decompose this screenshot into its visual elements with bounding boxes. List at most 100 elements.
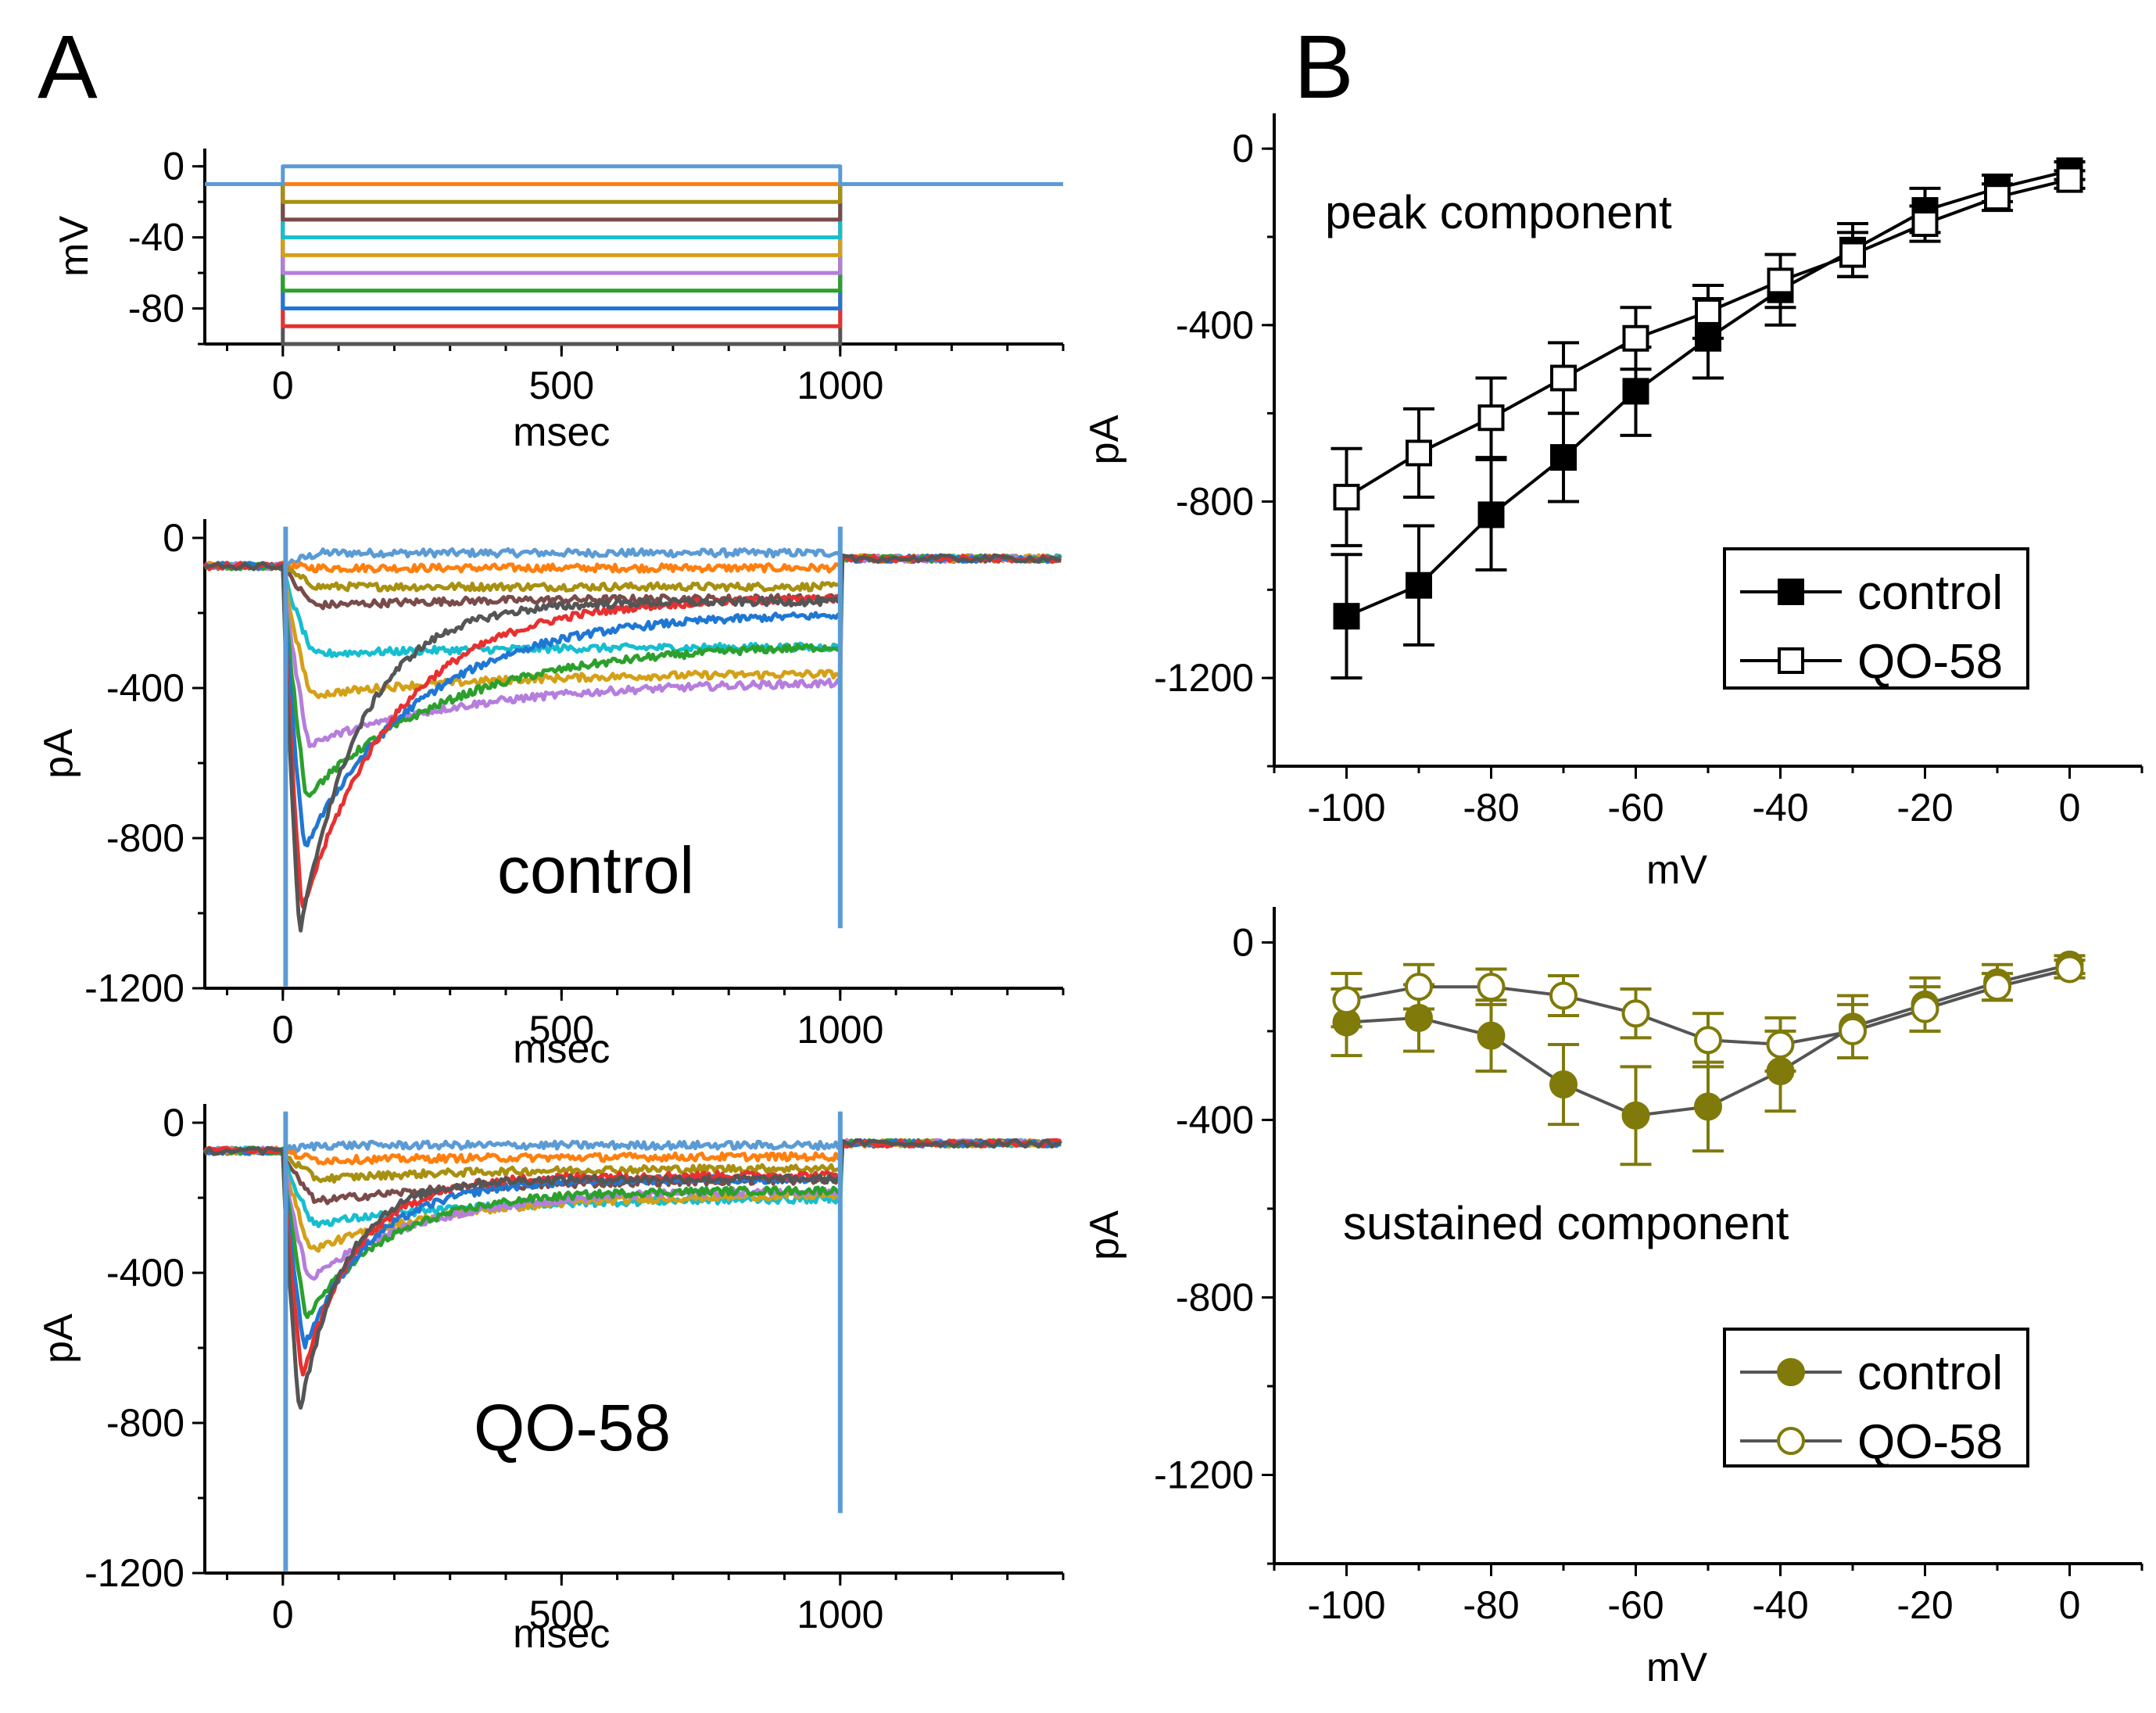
current-trace bbox=[203, 1138, 1062, 1156]
y-tick-label: -1200 bbox=[1154, 1453, 1254, 1496]
trace-condition-label: control bbox=[497, 833, 694, 907]
voltage-step-trace bbox=[205, 182, 1063, 275]
component-label: peak component bbox=[1325, 186, 1672, 238]
y-tick-label: -80 bbox=[128, 287, 184, 331]
sustained-component-iv-chart: -100 -80 -60 -40 -20 0 0 -400 -800 -1200 mV pA susta… bbox=[1082, 907, 2143, 1690]
x-axis-label: msec bbox=[513, 1027, 610, 1072]
data-point-qo58 bbox=[1695, 298, 1721, 325]
legend-marker bbox=[1777, 1358, 1805, 1386]
panel-label-a: A bbox=[38, 17, 98, 117]
current-trace bbox=[203, 553, 1062, 574]
current-trace bbox=[203, 553, 1062, 700]
data-point-qo58 bbox=[1477, 973, 1506, 1002]
data-point-qo58 bbox=[1333, 483, 1360, 511]
y-tick-label: -800 bbox=[1176, 1275, 1254, 1319]
current-trace bbox=[204, 1138, 1062, 1253]
x-tick-label: 500 bbox=[529, 1008, 594, 1052]
data-point-qo58 bbox=[1766, 1030, 1795, 1059]
x-tick-label: 0 bbox=[272, 1008, 294, 1052]
legend-box bbox=[1723, 547, 2029, 690]
y-tick-label: -800 bbox=[1176, 479, 1254, 523]
y-tick-label: -1200 bbox=[84, 1551, 184, 1595]
y-tick-label: -800 bbox=[106, 816, 184, 860]
y-axis-label: mV bbox=[52, 216, 97, 277]
voltage-protocol-chart: 0 500 1000 0 -40 -80 msec mV bbox=[52, 145, 1065, 455]
x-tick-label: 1000 bbox=[797, 1008, 883, 1052]
legend-marker bbox=[1777, 1427, 1805, 1455]
data-point-qo58 bbox=[1406, 439, 1432, 467]
data-point-qo58 bbox=[1477, 404, 1505, 432]
y-tick-label: -800 bbox=[106, 1401, 184, 1445]
data-point-qo58 bbox=[2055, 955, 2084, 984]
y-axis-label: pA bbox=[36, 1313, 81, 1364]
current-trace bbox=[204, 553, 1062, 933]
legend-label: QO-58 bbox=[1857, 635, 2003, 689]
x-tick-label: 0 bbox=[2059, 1583, 2081, 1627]
y-axis-label: pA bbox=[36, 729, 81, 779]
x-axis-label: msec bbox=[513, 410, 610, 455]
data-point-qo58 bbox=[1622, 324, 1649, 352]
data-point-qo58 bbox=[1767, 267, 1794, 295]
x-tick-label: 0 bbox=[272, 1593, 294, 1636]
y-tick-label: 0 bbox=[163, 145, 184, 188]
data-point-qo58 bbox=[1911, 994, 1939, 1023]
current-trace bbox=[203, 1138, 1062, 1184]
x-tick-label: 0 bbox=[2059, 786, 2081, 830]
y-axis-label: pA bbox=[1082, 1210, 1127, 1260]
data-point-qo58 bbox=[1983, 973, 2011, 1002]
x-axis-label: msec bbox=[513, 1611, 610, 1657]
voltage-step-trace bbox=[205, 164, 1063, 186]
legend-marker bbox=[1778, 647, 1804, 674]
current-trace bbox=[204, 554, 1062, 798]
legend-label: QO-58 bbox=[1857, 1415, 2003, 1469]
data-point-qo58 bbox=[1839, 241, 1866, 268]
trace-condition-label: QO-58 bbox=[474, 1391, 671, 1464]
data-point-control bbox=[1477, 1021, 1506, 1050]
current-trace bbox=[203, 553, 1062, 848]
y-tick-label: 0 bbox=[1232, 920, 1254, 964]
data-point-qo58 bbox=[1332, 986, 1361, 1015]
y-tick-label: -400 bbox=[106, 666, 184, 710]
data-point-qo58 bbox=[1405, 973, 1433, 1002]
qo58-current-traces-chart: 0 500 1000 0 -400 -800 -1200 msec pA QO-58 bbox=[36, 1101, 1065, 1657]
x-axis-label: mV bbox=[1646, 848, 1707, 893]
panel-label-b: B bbox=[1294, 17, 1354, 117]
x-tick-label: 500 bbox=[529, 1593, 594, 1636]
data-point-control bbox=[1549, 1070, 1578, 1099]
x-tick-label: -80 bbox=[1463, 786, 1519, 830]
voltage-step-trace bbox=[205, 182, 1063, 346]
y-tick-label: -1200 bbox=[84, 966, 184, 1010]
y-tick-label: 0 bbox=[163, 516, 184, 560]
x-axis-label: mV bbox=[1646, 1645, 1707, 1690]
data-point-control bbox=[1477, 501, 1505, 529]
y-tick-label: -400 bbox=[1176, 303, 1254, 347]
y-axis-label: pA bbox=[1082, 414, 1127, 464]
data-point-qo58 bbox=[1694, 1026, 1722, 1055]
voltage-step-trace bbox=[205, 182, 1063, 204]
data-point-control bbox=[1622, 378, 1649, 405]
x-tick-label: 500 bbox=[529, 364, 594, 407]
data-point-qo58 bbox=[1621, 999, 1650, 1028]
x-tick-label: -100 bbox=[1307, 786, 1385, 830]
x-tick-label: -20 bbox=[1896, 786, 1953, 830]
voltage-step-trace bbox=[205, 182, 1063, 240]
data-point-qo58 bbox=[1549, 981, 1578, 1010]
legend-label: control bbox=[1857, 566, 2003, 620]
legend-box bbox=[1723, 1328, 2029, 1468]
y-tick-label: -1200 bbox=[1154, 656, 1254, 700]
peak-component-iv-chart: -100 -80 -60 -40 -20 0 0 -400 -800 -1200 mV pA peak … bbox=[1082, 113, 2143, 893]
data-point-control bbox=[1621, 1101, 1650, 1130]
x-tick-label: 0 bbox=[272, 364, 294, 407]
control-current-traces-chart: 0 500 1000 0 -400 -800 -1200 msec pA control bbox=[36, 516, 1065, 1072]
data-point-control bbox=[1333, 603, 1360, 630]
x-tick-label: -20 bbox=[1896, 1583, 1953, 1627]
y-tick-label: 0 bbox=[1232, 127, 1254, 170]
current-trace bbox=[203, 1138, 1062, 1166]
y-tick-label: -400 bbox=[1176, 1098, 1254, 1141]
x-tick-label: -40 bbox=[1752, 1583, 1808, 1627]
current-trace bbox=[203, 547, 1062, 571]
legend-label: control bbox=[1857, 1346, 2003, 1400]
data-point-qo58 bbox=[1839, 1016, 1867, 1045]
data-point-control bbox=[1406, 572, 1432, 599]
data-point-qo58 bbox=[1984, 184, 2011, 211]
